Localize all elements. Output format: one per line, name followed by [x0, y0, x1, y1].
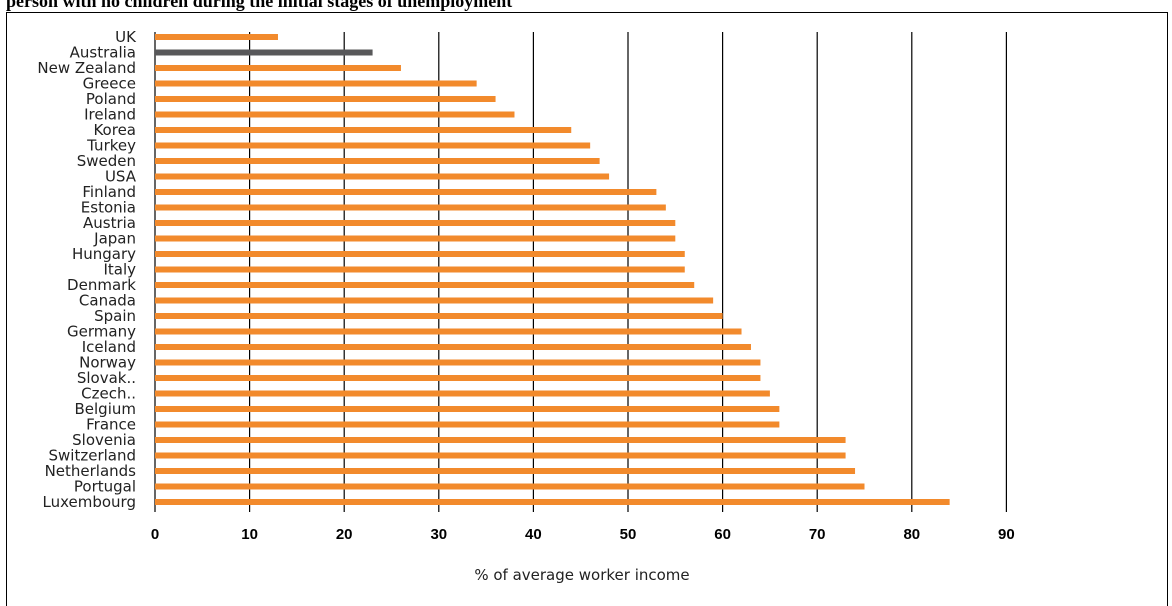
category-label: Slovak..: [77, 369, 136, 387]
x-tick-label: 40: [525, 526, 542, 543]
category-label: Hungary: [72, 245, 136, 263]
category-label: Japan: [93, 230, 136, 248]
x-tick-label: 20: [336, 526, 353, 543]
category-label: Switzerland: [49, 447, 137, 465]
bar: [155, 158, 600, 164]
x-axis-label: % of average worker income: [474, 566, 689, 584]
bar: [155, 204, 666, 211]
x-tick-label: 10: [241, 526, 258, 543]
bar: [155, 142, 591, 149]
bar: [155, 189, 657, 195]
bar: [155, 220, 676, 226]
bar: [155, 483, 865, 490]
category-label: UK: [115, 28, 137, 46]
x-tick-labels: 0 10 20 30 40 50 60 70 80 90: [151, 526, 1015, 543]
bar: [155, 282, 695, 288]
bar: [155, 173, 610, 180]
category-label: Poland: [86, 90, 136, 108]
category-label: Spain: [94, 307, 136, 325]
bar: [155, 328, 742, 335]
bar: [155, 344, 751, 350]
bar: [155, 437, 846, 443]
bar: [155, 65, 401, 71]
category-label: Slovenia: [72, 431, 136, 449]
bar: [155, 235, 676, 242]
category-label: Austria: [83, 214, 136, 232]
category-label: Ireland: [84, 106, 136, 124]
bar: [155, 297, 714, 304]
bar: [155, 468, 856, 474]
bar: [155, 375, 761, 381]
category-label: Korea: [93, 121, 136, 139]
category-label: Denmark: [67, 276, 136, 294]
category-label: Iceland: [82, 338, 136, 356]
bar: [155, 499, 950, 505]
category-label: Greece: [83, 75, 136, 93]
category-label: Belgium: [75, 400, 137, 418]
x-tick-label: 0: [151, 526, 159, 543]
bar: [155, 251, 685, 257]
category-label: Canada: [79, 292, 136, 310]
bar: [155, 111, 515, 118]
chart-title: person with no children during the initi…: [6, 0, 513, 11]
category-label: Turkey: [86, 137, 136, 155]
bars: [155, 34, 950, 505]
category-label: Luxembourg: [43, 493, 137, 511]
category-label: Germany: [67, 323, 136, 341]
bar: [155, 390, 770, 397]
category-label: Czech..: [81, 385, 136, 403]
category-label: Portugal: [74, 478, 136, 496]
x-tick-label: 50: [620, 526, 637, 543]
bar: [155, 421, 780, 428]
category-label: Australia: [70, 44, 136, 62]
x-tick-label: 80: [903, 526, 920, 543]
category-label: New Zealand: [37, 59, 136, 77]
category-label: Estonia: [81, 199, 136, 217]
bar: [155, 80, 477, 87]
bar: [155, 127, 572, 133]
bar: [155, 96, 496, 102]
category-label: Italy: [103, 261, 136, 279]
chart-frame: [6, 12, 1168, 606]
x-tick-label: 90: [998, 526, 1015, 543]
category-label: Netherlands: [45, 462, 137, 480]
x-tick-label: 70: [809, 526, 826, 543]
bar: [155, 359, 761, 366]
bar: [155, 49, 373, 56]
category-label: Norway: [79, 354, 136, 372]
bar: [155, 34, 278, 40]
x-tick-label: 60: [714, 526, 731, 543]
category-label: France: [86, 416, 136, 434]
category-label: Sweden: [77, 152, 136, 170]
bar: [155, 452, 846, 459]
x-tick-label: 30: [430, 526, 447, 543]
category-label: Finland: [82, 183, 136, 201]
bar: [155, 313, 723, 319]
bar: [155, 406, 780, 412]
category-label: USA: [105, 168, 137, 186]
bar: [155, 266, 685, 273]
